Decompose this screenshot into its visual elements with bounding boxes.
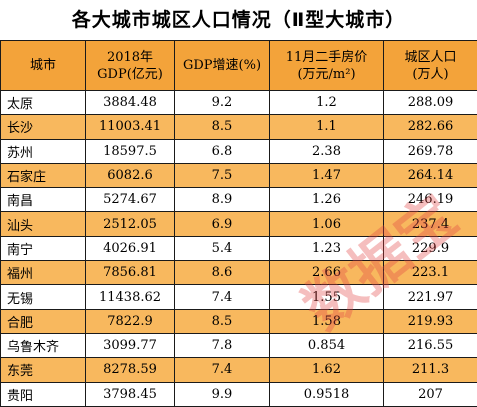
cell-house-price: 1.47: [270, 163, 384, 187]
cell-population: 223.1: [384, 261, 477, 285]
cell-gdp-growth: 7.8: [175, 333, 270, 357]
cell-gdp: 8278.59: [86, 358, 175, 382]
cell-gdp-growth: 7.5: [175, 163, 270, 187]
cell-gdp: 2512.05: [86, 212, 175, 236]
cell-house-price: 1.2: [270, 91, 384, 115]
header-cell-population: 城区人口 (万人): [384, 41, 477, 91]
header-label: 11月二手房价: [286, 50, 368, 65]
header-cell-gdp: 2018年 GDP(亿元): [86, 41, 175, 91]
cell-city: 合肥: [1, 309, 86, 333]
cell-house-price: 1.26: [270, 188, 384, 212]
cell-city: 南宁: [1, 236, 86, 260]
header-cell-gdp-growth: GDP增速(%): [175, 41, 270, 91]
cell-gdp: 7856.81: [86, 261, 175, 285]
cell-gdp-growth: 6.9: [175, 212, 270, 236]
cell-gdp-growth: 8.9: [175, 188, 270, 212]
cell-city: 太原: [1, 91, 86, 115]
cell-city: 汕头: [1, 212, 86, 236]
cell-population: 282.66: [384, 115, 477, 139]
header-cell-house-price: 11月二手房价 (万元/m²): [270, 41, 384, 91]
cell-city: 苏州: [1, 139, 86, 163]
cell-gdp: 5274.67: [86, 188, 175, 212]
cell-city: 乌鲁木齐: [1, 333, 86, 357]
cell-city: 石家庄: [1, 163, 86, 187]
cell-house-price: 1.62: [270, 358, 384, 382]
cell-population: 216.55: [384, 333, 477, 357]
cell-gdp: 11438.62: [86, 285, 175, 309]
cell-gdp-growth: 8.5: [175, 309, 270, 333]
cell-population: 219.93: [384, 309, 477, 333]
cell-city: 长沙: [1, 115, 86, 139]
cell-gdp-growth: 7.4: [175, 358, 270, 382]
cell-city: 无锡: [1, 285, 86, 309]
cell-gdp-growth: 5.4: [175, 236, 270, 260]
cell-house-price: 1.58: [270, 309, 384, 333]
cell-gdp-growth: 9.2: [175, 91, 270, 115]
header-label: 城市: [30, 58, 56, 73]
cell-population: 288.09: [384, 91, 477, 115]
table-title: 各大城市城区人口情况（Ⅱ型大城市）: [0, 0, 477, 40]
cell-gdp-growth: 6.8: [175, 139, 270, 163]
cell-gdp: 3099.77: [86, 333, 175, 357]
cell-gdp: 18597.5: [86, 139, 175, 163]
cell-house-price: 2.38: [270, 139, 384, 163]
cell-gdp: 7822.9: [86, 309, 175, 333]
header-cell-city: 城市: [1, 41, 86, 91]
cell-gdp: 3884.48: [86, 91, 175, 115]
cell-house-price: 0.854: [270, 333, 384, 357]
cell-population: 246.19: [384, 188, 477, 212]
cell-gdp: 11003.41: [86, 115, 175, 139]
cell-population: 229.9: [384, 236, 477, 260]
cell-city: 福州: [1, 261, 86, 285]
header-label: GDP(亿元): [97, 67, 163, 82]
cell-gdp: 6082.6: [86, 163, 175, 187]
cell-gdp: 4026.91: [86, 236, 175, 260]
cell-population: 211.3: [384, 358, 477, 382]
header-label: (万元/m²): [297, 67, 355, 82]
cell-gdp-growth: 8.6: [175, 261, 270, 285]
cell-house-price: 1.06: [270, 212, 384, 236]
cell-gdp-growth: 8.5: [175, 115, 270, 139]
cell-gdp-growth: 7.4: [175, 285, 270, 309]
header-label: 城区人口: [404, 50, 456, 65]
cell-population: 221.97: [384, 285, 477, 309]
cell-house-price: 1.55: [270, 285, 384, 309]
cell-city: 南昌: [1, 188, 86, 212]
header-label: (万人): [412, 67, 448, 82]
cell-population: 269.78: [384, 139, 477, 163]
cell-house-price: 2.66: [270, 261, 384, 285]
cell-population: 264.14: [384, 163, 477, 187]
cell-house-price: 1.23: [270, 236, 384, 260]
header-label: 2018年: [107, 50, 153, 65]
header-label: GDP增速(%): [183, 58, 261, 73]
cell-city: 东莞: [1, 358, 86, 382]
cell-house-price: 1.1: [270, 115, 384, 139]
cell-population: 237.4: [384, 212, 477, 236]
